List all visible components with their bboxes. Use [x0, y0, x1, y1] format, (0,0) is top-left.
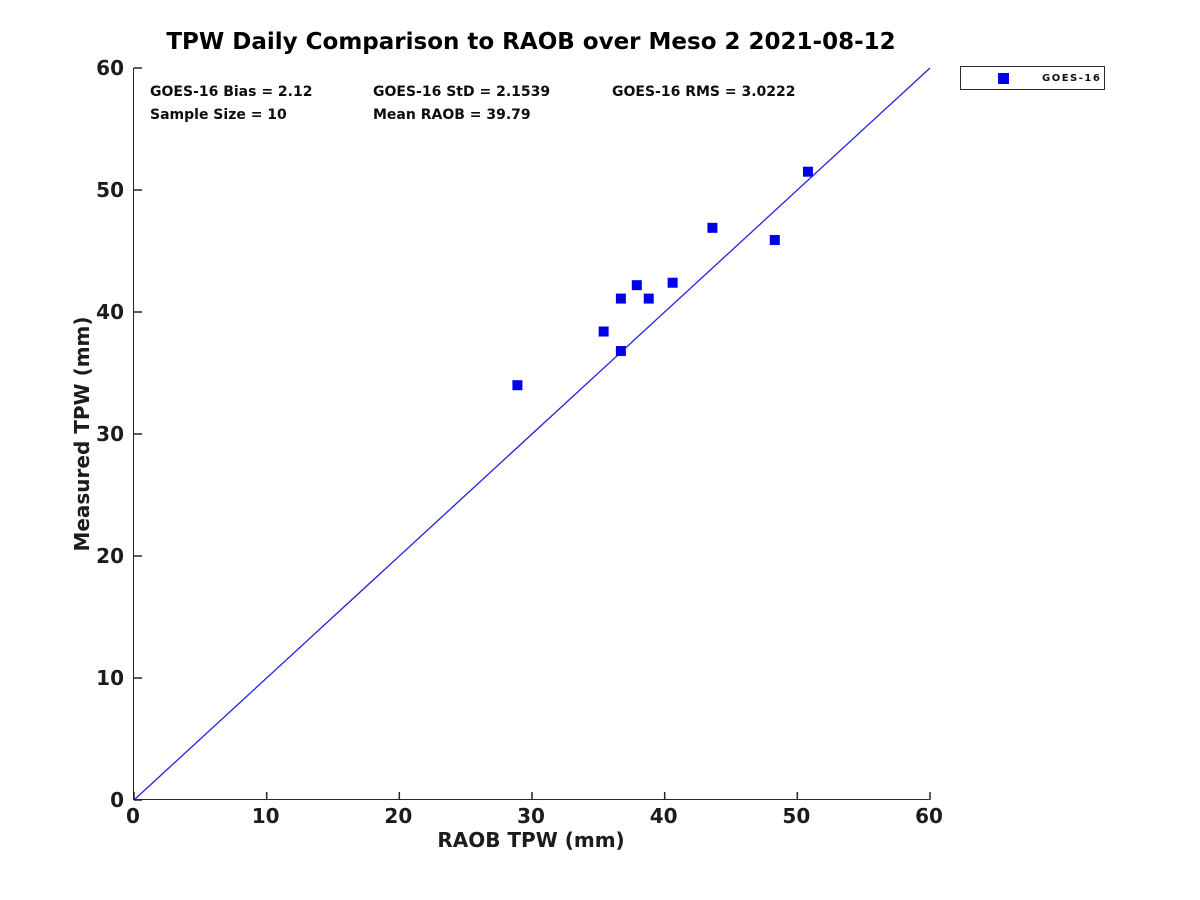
stat-std: GOES-16 StD = 2.1539 [373, 84, 551, 100]
y-tick-label: 50 [96, 178, 124, 202]
stat-rms: GOES-16 RMS = 3.0222 [612, 84, 796, 100]
chart-title: TPW Daily Comparison to RAOB over Meso 2… [166, 29, 896, 55]
legend-label: GOES-16 [1042, 72, 1102, 84]
stat-sample-size: Sample Size = 10 [150, 107, 287, 123]
x-tick-label: 40 [649, 804, 678, 828]
x-tick-label: 10 [251, 804, 280, 828]
data-point-marker [512, 380, 523, 391]
data-point-marker [643, 293, 654, 304]
y-tick-label: 10 [96, 666, 124, 690]
data-point-marker [615, 293, 626, 304]
y-tick-label: 20 [96, 544, 124, 568]
data-point-marker [631, 280, 642, 291]
x-tick-label: 20 [384, 804, 413, 828]
stat-bias: GOES-16 Bias = 2.12 [150, 84, 313, 100]
y-tick-label: 60 [96, 56, 124, 80]
data-point-marker [769, 235, 780, 246]
x-tick-label: 30 [517, 804, 545, 828]
x-axis-label: RAOB TPW (mm) [437, 828, 625, 852]
data-point-marker [707, 222, 718, 233]
data-point-marker [598, 326, 609, 337]
stat-mean-raob: Mean RAOB = 39.79 [373, 107, 531, 123]
legend: GOES-16 [960, 66, 1105, 90]
data-point-marker [667, 277, 678, 288]
legend-marker-icon [998, 72, 1009, 84]
data-point-marker [802, 166, 813, 177]
y-tick-label: 30 [96, 422, 124, 446]
identity-line [133, 67, 931, 801]
data-point-marker [615, 346, 626, 357]
plot-canvas [133, 67, 931, 801]
y-tick-label: 0 [110, 788, 124, 812]
x-tick-label: 0 [126, 804, 140, 828]
y-tick-label: 40 [96, 300, 124, 324]
x-tick-label: 60 [915, 804, 943, 828]
x-tick-label: 50 [782, 804, 811, 828]
plot-area [133, 67, 931, 801]
